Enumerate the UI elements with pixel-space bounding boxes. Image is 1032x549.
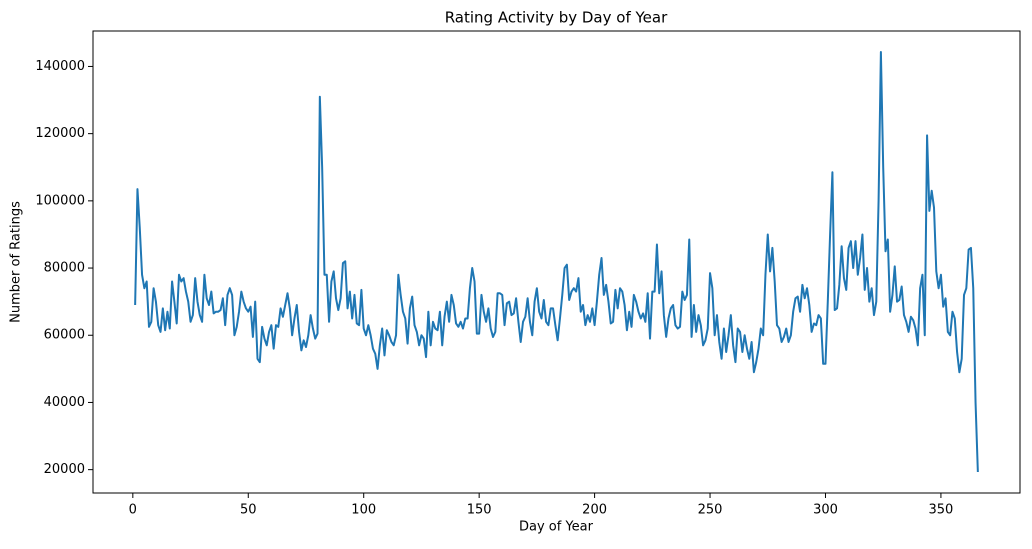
x-tick-label: 150 (467, 503, 492, 518)
y-tick-label: 100000 (35, 193, 85, 208)
y-tick-label: 40000 (44, 395, 85, 410)
line-series (134, 51, 979, 473)
x-axis-label: Day of Year (519, 520, 594, 535)
chart-title: Rating Activity by Day of Year (445, 9, 668, 27)
y-tick-label: 120000 (35, 126, 85, 141)
y-tick-label: 140000 (35, 59, 85, 74)
x-tick-label: 0 (129, 503, 137, 518)
y-tick-label: 80000 (44, 261, 85, 276)
y-axis-label: Number of Ratings (9, 201, 24, 323)
y-tick-label: 60000 (44, 328, 85, 343)
y-tick-label: 20000 (44, 462, 85, 477)
x-tick-label: 300 (813, 503, 838, 518)
x-tick-label: 250 (698, 503, 723, 518)
plot-frame (92, 30, 1021, 494)
x-tick-label: 200 (582, 503, 607, 518)
x-tick-label: 100 (351, 503, 376, 518)
x-tick-label: 350 (929, 503, 954, 518)
x-tick-label: 50 (240, 503, 257, 518)
